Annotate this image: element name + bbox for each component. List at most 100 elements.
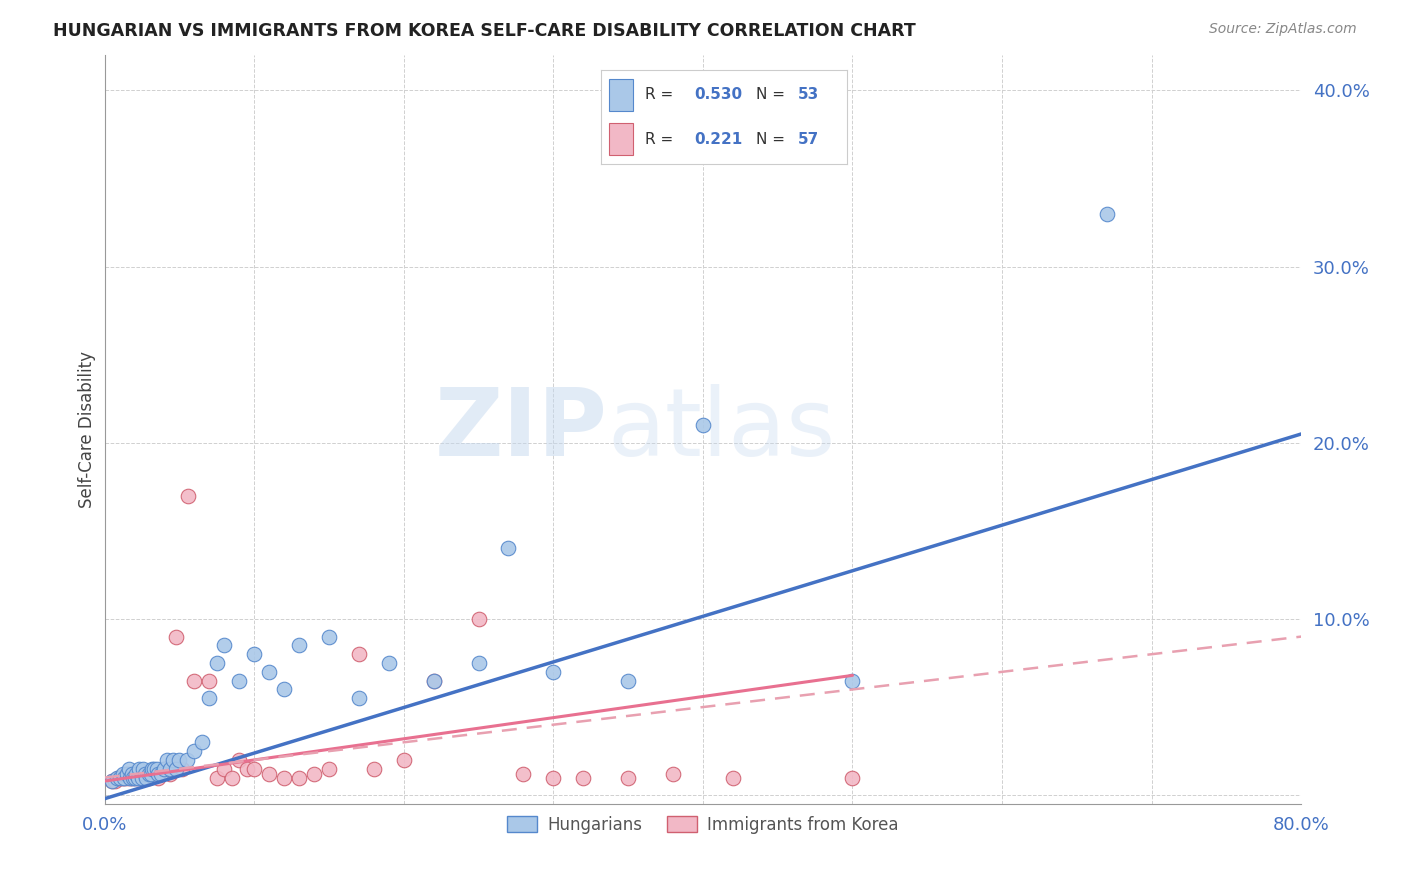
Point xyxy=(150,767,173,781)
Point xyxy=(115,767,138,781)
Point xyxy=(104,774,127,789)
Point xyxy=(183,744,205,758)
Point xyxy=(101,774,124,789)
Point xyxy=(273,771,295,785)
Point xyxy=(498,541,520,556)
Point xyxy=(221,771,243,785)
Point xyxy=(134,767,156,781)
Point xyxy=(243,762,266,776)
Point xyxy=(243,647,266,661)
Point xyxy=(512,767,534,781)
Point xyxy=(617,673,640,688)
Point xyxy=(302,767,325,781)
Point xyxy=(165,630,187,644)
Point xyxy=(422,673,444,688)
Point xyxy=(115,771,138,785)
Point xyxy=(378,656,401,670)
Point xyxy=(318,762,340,776)
Point xyxy=(124,771,146,785)
Point xyxy=(156,762,179,776)
Point xyxy=(288,639,311,653)
Point xyxy=(205,656,228,670)
Point xyxy=(205,771,228,785)
Point xyxy=(122,767,145,781)
Point xyxy=(572,771,595,785)
Point xyxy=(841,673,863,688)
Point xyxy=(107,771,129,785)
Point xyxy=(132,767,155,781)
Point xyxy=(169,753,191,767)
Point xyxy=(145,767,167,781)
Point xyxy=(159,762,181,776)
Point xyxy=(131,771,153,785)
Point xyxy=(118,771,141,785)
Point xyxy=(101,774,124,789)
Point xyxy=(135,771,157,785)
Point xyxy=(162,753,184,767)
Point xyxy=(467,612,489,626)
Point xyxy=(159,767,181,781)
Point xyxy=(138,767,160,781)
Point xyxy=(131,771,153,785)
Point xyxy=(112,771,135,785)
Point xyxy=(273,682,295,697)
Point xyxy=(153,762,176,776)
Point xyxy=(198,673,221,688)
Point xyxy=(128,762,150,776)
Point xyxy=(108,771,131,785)
Point xyxy=(117,762,139,776)
Point xyxy=(257,767,280,781)
Point xyxy=(111,771,134,785)
Point xyxy=(363,762,385,776)
Point xyxy=(153,762,176,776)
Text: ZIP: ZIP xyxy=(434,384,607,475)
Point xyxy=(467,656,489,670)
Point xyxy=(156,753,179,767)
Point xyxy=(165,762,187,776)
Text: atlas: atlas xyxy=(607,384,835,475)
Point xyxy=(128,767,150,781)
Point xyxy=(148,767,170,781)
Point xyxy=(143,762,166,776)
Text: HUNGARIAN VS IMMIGRANTS FROM KOREA SELF-CARE DISABILITY CORRELATION CHART: HUNGARIAN VS IMMIGRANTS FROM KOREA SELF-… xyxy=(53,22,917,40)
Point xyxy=(721,771,744,785)
Point xyxy=(146,762,169,776)
Point xyxy=(191,735,214,749)
Point xyxy=(112,771,135,785)
Point xyxy=(392,753,415,767)
Point xyxy=(172,762,194,776)
Point xyxy=(141,767,163,781)
Point xyxy=(318,630,340,644)
Point xyxy=(214,762,236,776)
Point xyxy=(132,762,155,776)
Point xyxy=(135,771,157,785)
Point xyxy=(841,771,863,785)
Point xyxy=(183,673,205,688)
Point xyxy=(198,691,221,706)
Point xyxy=(125,767,148,781)
Point xyxy=(117,767,139,781)
Point xyxy=(692,418,714,433)
Point xyxy=(150,767,173,781)
Text: Source: ZipAtlas.com: Source: ZipAtlas.com xyxy=(1209,22,1357,37)
Point xyxy=(617,771,640,785)
Point xyxy=(347,647,370,661)
Point xyxy=(111,767,134,781)
Point xyxy=(122,771,145,785)
Legend: Hungarians, Immigrants from Korea: Hungarians, Immigrants from Korea xyxy=(501,809,905,840)
Point xyxy=(228,753,250,767)
Point xyxy=(257,665,280,679)
Point xyxy=(125,767,148,781)
Point xyxy=(114,767,136,781)
Point xyxy=(214,639,236,653)
Point xyxy=(134,767,156,781)
Point xyxy=(1095,207,1118,221)
Point xyxy=(129,767,152,781)
Point xyxy=(235,762,257,776)
Point xyxy=(543,771,565,785)
Point xyxy=(288,771,311,785)
Point xyxy=(121,767,143,781)
Point xyxy=(127,771,149,785)
Point xyxy=(110,771,132,785)
Point xyxy=(176,753,198,767)
